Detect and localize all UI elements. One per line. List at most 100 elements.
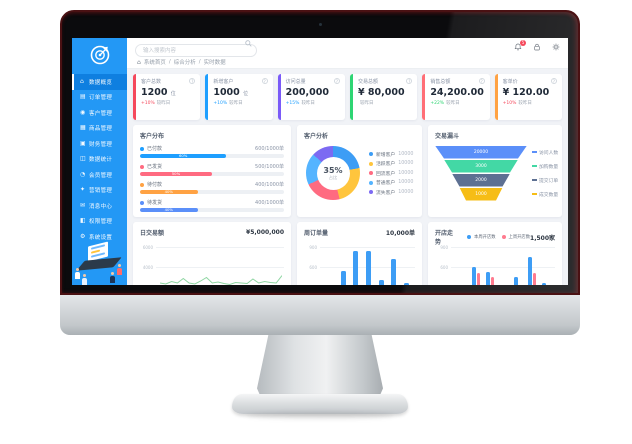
card-delta-note: 较昨日 [156,101,171,106]
stat-cards-row: 客户总数? 1200 位 +10% 较昨日 新增客户? 1000 位 +10% 较昨… [133,74,562,120]
card-delta-note: 较昨日 [301,101,315,106]
progress-item: 已付款 600/1000单 60% [140,145,284,158]
stat-card-sales-total: 销售总额? 24,200.00 +22% 较昨日 [422,74,490,120]
sidebar-item-label: 消息中心 [89,203,113,210]
progress-item: 待发货 400/1000单 40% [140,199,284,212]
daily-sales-panel: 日交易额 ¥5,000,000 6000 4000 2000 [133,222,291,285]
help-icon[interactable]: ? [189,78,196,84]
chart-total: 1,500家 [530,234,555,242]
card-value: ¥ 120.00 [502,87,550,98]
panel-title: 开店走势 [435,230,454,246]
sidebar-item-label: 订单管理 [89,95,113,102]
sidebar-item-label: 客户管理 [89,110,113,117]
sidebar-item-label: 营销管理 [89,188,113,195]
breadcrumb-separator: / [198,59,201,65]
monitor-stand [257,335,383,397]
sidebar-item-label: 财务管理 [89,141,113,148]
stat-card-trade-total: 交易总额? ¥ 80,000 较昨日 [349,74,418,120]
customer-progress-panel: 客户分布 已付款 600/1000单 60% 已发货 500/1000单 50% 待… [133,125,291,217]
home-icon: ⌂ [80,77,84,85]
topbar: 5 [127,38,568,58]
app-logo[interactable] [72,38,127,72]
home-icon: ⌂ [137,58,141,66]
chart-total: ¥5,000,000 [246,229,284,236]
card-value: 24,200.00 [430,87,484,98]
breadcrumb-item[interactable]: 系统首页 [143,60,166,66]
finance-icon: ▣ [80,139,86,147]
lock-icon[interactable] [533,43,541,51]
help-icon[interactable]: ? [333,78,340,84]
sidebar-item-label: 会员管理 [89,172,113,179]
sidebar-item-settings[interactable]: ⚙ 系统设置 [72,229,127,245]
sidebar-item-permissions[interactable]: ◧ 权限管理 [72,214,127,230]
donut-chart: 35% 占比 [306,146,360,200]
legend-item: 活跃客户 10000 [369,160,413,167]
sidebar-item-overview[interactable]: ⌂ 数据概览 [72,74,127,90]
main-content: 客户总数? 1200 位 +10% 较昨日 新增客户? 1000 位 +10% 较昨… [127,69,568,285]
sidebar-item-members[interactable]: ◔ 会员管理 [72,167,127,183]
help-icon[interactable]: ? [406,78,413,84]
donut-center-value: 35% [323,165,343,175]
card-delta-note: 较昨日 [359,101,374,106]
stats-icon: ◫ [80,155,86,163]
settings-icon: ⚙ [80,232,86,240]
legend-item: 普通客户 10000 [369,179,413,186]
monitor-chin [60,295,580,335]
card-delta: +10% [141,101,155,106]
breadcrumb: ⌂ 系统首页 / 综合分析 / 实时数据 [127,56,568,69]
monitor-bezel: ⌂ 数据概览 ▤ 订单管理 ◉ 客户管理 ▦ 商品管理 ▣ 财务管理 ◫ 数据统计 ◔ 会员管… [60,10,580,295]
bar-chart: 900 600 300 [304,242,415,285]
customers-icon: ◉ [80,108,86,116]
sidebar-item-marketing[interactable]: ✦ 营销管理 [72,183,127,199]
card-title: 销售总额 [430,79,451,85]
card-delta-note: 较昨日 [446,101,460,106]
breadcrumb-item: 实时数据 [203,60,226,66]
sidebar-menu: ⌂ 数据概览 ▤ 订单管理 ◉ 客户管理 ▦ 商品管理 ▣ 财务管理 ◫ 数据统计 ◔ 会员管… [72,74,127,245]
card-delta: +15% [285,101,300,106]
panel-title: 周订单量 [304,230,329,237]
members-icon: ◔ [80,170,86,178]
marketing-icon: ✦ [80,186,86,194]
stat-card-customers-total: 客户总数? 1200 位 +10% 较昨日 [133,74,201,120]
panel-title: 客户分布 [140,133,165,140]
stat-card-new-customers: 新增客户? 1000 位 +10% 较昨日 [205,74,273,120]
progress-item: 已发货 500/1000单 50% [140,163,284,176]
stat-card-avg-price: 客单价? ¥ 120.00 +10% 较昨日 [494,74,562,120]
store-trend-panel: 开店走势 本周开店数 上周开店数 1,500家 900 600 300 [428,222,562,285]
donut-center-sub: 占比 [328,174,338,180]
legend-item: 新增客户 10000 [369,151,413,158]
sidebar: ⌂ 数据概览 ▤ 订单管理 ◉ 客户管理 ▦ 商品管理 ▣ 财务管理 ◫ 数据统计 ◔ 会员管… [72,38,127,285]
orders-icon: ▤ [80,93,86,101]
funnel-stage: 3000 加购数量 [435,159,558,173]
help-icon[interactable]: ? [550,78,557,84]
notifications-bell-icon[interactable]: 5 [514,40,526,51]
search-input[interactable] [135,44,257,58]
card-delta: +10% [502,101,517,106]
sidebar-item-products[interactable]: ▦ 商品管理 [72,121,127,137]
line-chart: 6000 4000 2000 [140,242,284,285]
help-icon[interactable]: ? [478,78,485,84]
sidebar-item-label: 商品管理 [89,126,113,133]
card-delta: +22% [430,101,445,106]
card-value: 1000 位 [213,87,249,98]
camera-dot [319,23,322,26]
funnel-panel: 交易漏斗 20000 访问人数 3000 加购数量 2000 提交订单 1000 成交数… [428,125,562,217]
sidebar-item-messages[interactable]: ✉ 消息中心 [72,198,127,214]
panel-title: 交易漏斗 [435,133,460,140]
legend-item: 本周开店数 [467,234,496,240]
settings-gear-icon[interactable] [552,43,560,51]
sidebar-item-finance[interactable]: ▣ 财务管理 [72,136,127,152]
breadcrumb-item[interactable]: 综合分析 [173,60,196,66]
help-icon[interactable]: ? [261,78,268,84]
sidebar-item-orders[interactable]: ▤ 订单管理 [72,90,127,106]
breadcrumb-separator: / [168,59,171,65]
floor-shadow [246,412,394,419]
sidebar-item-customers[interactable]: ◉ 客户管理 [72,105,127,121]
sidebar-item-stats[interactable]: ◫ 数据统计 [72,152,127,168]
stat-card-visits: 访问总量? 200,000 +15% 较昨日 [277,74,345,120]
funnel-chart: 20000 访问人数 3000 加购数量 2000 提交订单 1000 成交数量 [435,145,558,201]
card-delta: +10% [213,101,228,106]
sidebar-item-label: 权限管理 [89,219,113,226]
funnel-stage: 1000 成交数量 [435,187,558,201]
donut-legend: 新增客户 10000 活跃客户 10000 回流客户 10000 普通客户 10000 … [369,148,413,198]
